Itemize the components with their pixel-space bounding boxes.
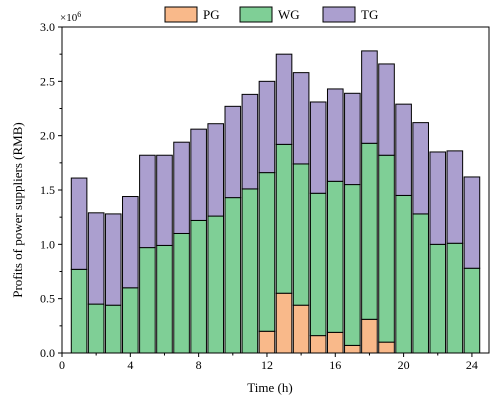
- x-tick-label: 8: [196, 358, 202, 372]
- bar-tg-18: [361, 50, 378, 144]
- bar-wg-9: [207, 215, 225, 354]
- y-tick-label: 1.5: [40, 183, 55, 197]
- legend-swatch-pg: [164, 6, 198, 23]
- bar-wg-18: [361, 142, 378, 320]
- bar-tg-23: [446, 150, 464, 244]
- bar-tg-9: [207, 123, 225, 217]
- bar-tg-15: [309, 101, 327, 194]
- bar-tg-1: [70, 177, 88, 270]
- bar-wg-19: [378, 154, 395, 343]
- legend-label-tg: TG: [361, 7, 378, 22]
- bar-tg-5: [139, 154, 156, 249]
- x-tick-label: 16: [329, 358, 341, 372]
- bar-wg-20: [395, 194, 412, 354]
- bar-tg-7: [173, 141, 190, 234]
- bar-wg-12: [258, 172, 276, 332]
- y-tick-label: 0.0: [40, 346, 55, 360]
- bar-wg-24: [463, 267, 481, 354]
- bar-pg-15: [309, 335, 327, 354]
- bar-wg-2: [87, 303, 105, 354]
- x-tick-label: 20: [398, 358, 410, 372]
- bar-wg-10: [224, 197, 242, 354]
- bar-pg-18: [361, 318, 378, 354]
- bar-tg-13: [275, 53, 293, 145]
- bar-tg-16: [326, 88, 344, 182]
- bar-wg-17: [344, 184, 361, 346]
- bar-wg-1: [70, 268, 88, 354]
- bar-tg-8: [190, 128, 207, 221]
- y-tick-label: 3.0: [40, 20, 55, 34]
- bar-tg-14: [292, 72, 310, 165]
- y-tick-label: 1.0: [40, 237, 55, 251]
- bar-tg-22: [429, 151, 447, 245]
- x-tick-label: 12: [261, 358, 273, 372]
- bar-pg-13: [275, 292, 293, 354]
- y-axis-multiplier-exponent: 6: [77, 10, 81, 19]
- ticks-group: 0 4 8 12 16 20 24 0.0 0.5 1.0 1.5 2.0 2.5 3.0: [40, 20, 478, 372]
- bar-wg-21: [412, 213, 429, 354]
- legend-label-wg: WG: [278, 7, 300, 22]
- bar-tg-2: [87, 212, 105, 305]
- bars-group: [70, 50, 481, 354]
- bar-tg-24: [463, 176, 481, 269]
- bar-wg-15: [309, 192, 327, 337]
- bar-tg-11: [241, 93, 259, 190]
- legend-swatch-tg: [322, 6, 356, 23]
- bar-tg-12: [258, 80, 276, 174]
- x-axis-label: Time (h): [247, 380, 292, 395]
- bar-wg-13: [275, 143, 293, 294]
- bar-wg-14: [292, 163, 310, 306]
- y-tick-label: 2.0: [40, 129, 55, 143]
- bar-pg-12: [258, 330, 276, 354]
- bar-tg-3: [104, 213, 122, 306]
- y-axis-multiplier-base: ×10: [60, 12, 78, 24]
- bar-wg-4: [122, 287, 139, 354]
- y-axis-label: Profits of power suppliers (RMB): [10, 122, 25, 298]
- bar-wg-16: [326, 180, 344, 333]
- y-tick-label: 2.5: [40, 74, 55, 88]
- bar-wg-23: [446, 242, 464, 354]
- bar-wg-7: [173, 232, 190, 354]
- x-tick-label: 24: [466, 358, 478, 372]
- bar-wg-3: [104, 304, 122, 354]
- bar-tg-17: [344, 92, 361, 186]
- x-tick-label: 0: [59, 358, 65, 372]
- bar-tg-19: [378, 63, 395, 156]
- bar-pg-17: [344, 344, 361, 354]
- bar-tg-10: [224, 105, 242, 199]
- bar-pg-16: [326, 331, 344, 354]
- bar-tg-21: [412, 122, 429, 215]
- x-tick-label: 4: [127, 358, 133, 372]
- bar-wg-5: [139, 247, 156, 354]
- y-tick-label: 0.5: [40, 292, 55, 306]
- legend-label-pg: PG: [203, 7, 220, 22]
- bar-wg-11: [241, 188, 259, 354]
- bar-tg-20: [395, 103, 412, 196]
- legend: PG WG TG: [164, 6, 378, 23]
- bar-wg-22: [429, 243, 447, 354]
- bar-pg-19: [378, 341, 395, 354]
- bar-tg-4: [122, 196, 139, 289]
- bar-pg-14: [292, 304, 310, 354]
- legend-swatch-wg: [239, 6, 273, 23]
- bar-wg-8: [190, 219, 207, 354]
- y-axis-multiplier: ×106: [60, 10, 81, 24]
- bar-wg-6: [156, 244, 173, 354]
- bar-tg-6: [156, 154, 173, 246]
